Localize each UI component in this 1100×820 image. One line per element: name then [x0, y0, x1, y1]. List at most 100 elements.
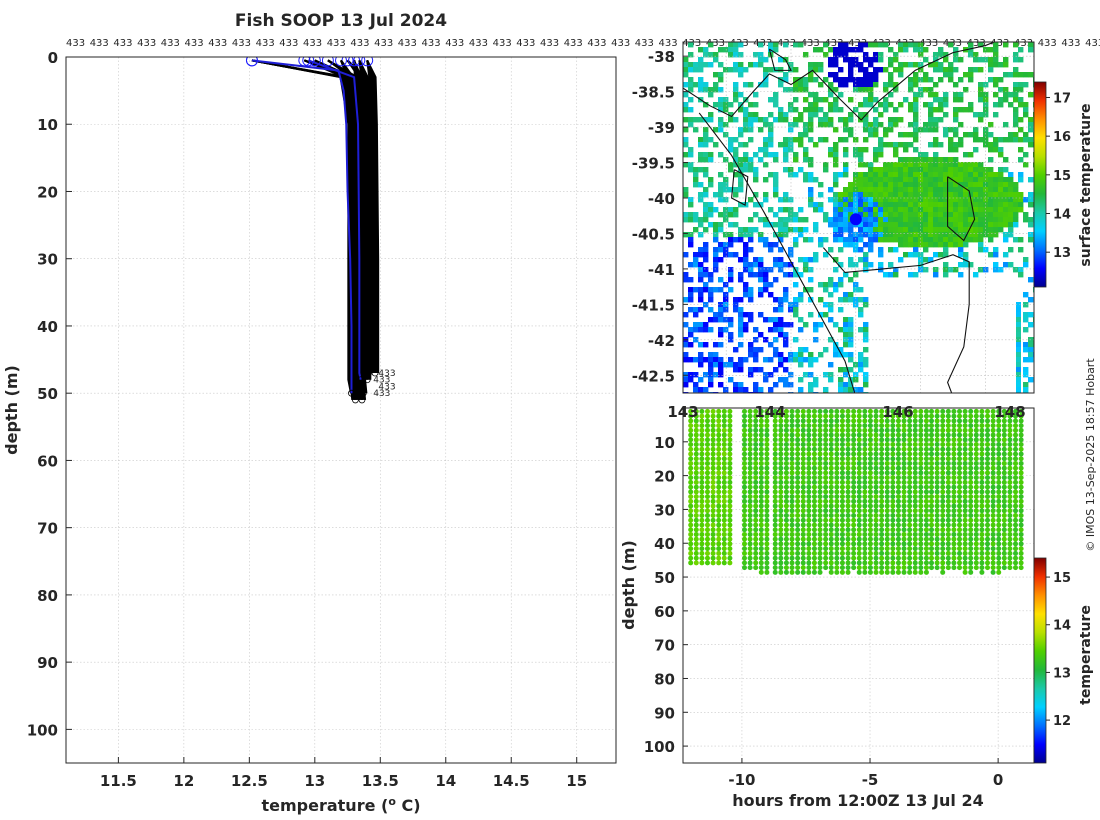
sst-field: [683, 42, 1034, 393]
sst-cell: [1003, 192, 1009, 198]
sst-cell: [893, 207, 899, 213]
section-point: [828, 550, 834, 556]
sst-cell: [788, 122, 794, 128]
sst-cell: [923, 202, 929, 208]
sst-cell: [823, 312, 829, 318]
section-point: [951, 437, 957, 443]
section-point: [716, 508, 722, 514]
sst-cell: [783, 192, 789, 198]
sst-cell: [743, 292, 749, 298]
sst-cell: [693, 287, 699, 293]
sst-cell: [753, 152, 759, 158]
sst-cell: [873, 117, 879, 123]
section-point: [907, 508, 913, 514]
section-point: [1018, 408, 1024, 414]
sst-cell: [698, 167, 704, 173]
section-point: [912, 418, 918, 424]
profile-line: [353, 60, 364, 401]
section-point: [890, 494, 896, 500]
sst-cell: [1023, 382, 1029, 388]
section-point: [778, 465, 784, 471]
section-point: [962, 479, 968, 485]
section-point: [1007, 413, 1013, 419]
section-point: [727, 475, 733, 481]
sst-cell: [908, 162, 914, 168]
sst-cell: [958, 237, 964, 243]
section-point: [912, 442, 918, 448]
profile-id-label: 433: [540, 38, 559, 49]
section-point: [856, 479, 862, 485]
section-point: [890, 560, 896, 566]
sst-cell: [783, 112, 789, 118]
section-point: [789, 536, 795, 542]
section-point: [693, 456, 699, 462]
sst-cell: [738, 167, 744, 173]
section-point: [693, 446, 699, 452]
sst-cell: [988, 212, 994, 218]
sst-cell: [913, 182, 919, 188]
section-point: [879, 442, 885, 448]
sst-cell: [723, 307, 729, 313]
section-point: [716, 536, 722, 542]
sst-cell: [863, 57, 869, 63]
section-point: [979, 451, 985, 457]
sst-cell: [933, 252, 939, 258]
section-point: [856, 446, 862, 452]
sst-cell: [928, 92, 934, 98]
sst-cell: [893, 247, 899, 253]
sst-cell: [1013, 137, 1019, 143]
section-point: [873, 460, 879, 466]
section-point: [884, 569, 890, 575]
sst-cell: [758, 262, 764, 268]
section-point: [747, 555, 753, 561]
section-point: [800, 522, 806, 528]
section-point: [721, 531, 727, 537]
sst-cell: [938, 162, 944, 168]
section-point: [879, 446, 885, 452]
section-point: [828, 456, 834, 462]
section-point: [879, 536, 885, 542]
section-point: [800, 527, 806, 533]
sst-cell: [943, 267, 949, 273]
section-point: [851, 446, 857, 452]
section-colorbar-label: temperature: [1078, 605, 1094, 705]
sst-cell: [958, 227, 964, 233]
sst-cell: [788, 272, 794, 278]
section-point: [867, 413, 873, 419]
sst-cell: [743, 107, 749, 113]
sst-cell: [713, 317, 719, 323]
section-point: [962, 569, 968, 575]
section-point: [1018, 484, 1024, 490]
section-point: [727, 427, 733, 433]
section-point: [817, 456, 823, 462]
sst-cell: [898, 172, 904, 178]
section-point: [923, 470, 929, 476]
section-point: [772, 513, 778, 519]
sst-cell: [1023, 357, 1029, 363]
section-point: [962, 423, 968, 429]
sst-cell: [848, 127, 854, 133]
section-point: [968, 470, 974, 476]
sst-cell: [903, 42, 909, 48]
sst-cell: [718, 127, 724, 133]
section-point: [884, 565, 890, 571]
sst-cell: [868, 92, 874, 98]
sst-cell: [848, 352, 854, 358]
sst-cell: [858, 212, 864, 218]
sst-cell: [933, 127, 939, 133]
sst-cell: [748, 122, 754, 128]
sst-cell: [718, 47, 724, 53]
sst-cell: [868, 42, 874, 48]
section-point: [968, 565, 974, 571]
section-point: [862, 513, 868, 519]
sst-cell: [853, 172, 859, 178]
sst-cell: [703, 217, 709, 223]
sst-cell: [858, 312, 864, 318]
section-point: [1018, 432, 1024, 438]
section-point: [923, 522, 929, 528]
section-point: [704, 446, 710, 452]
section-x-axis-label: hours from 12:00Z 13 Jul 24: [732, 791, 983, 810]
sst-cell: [698, 307, 704, 313]
section-point: [996, 569, 1002, 575]
sst-cell: [763, 337, 769, 343]
